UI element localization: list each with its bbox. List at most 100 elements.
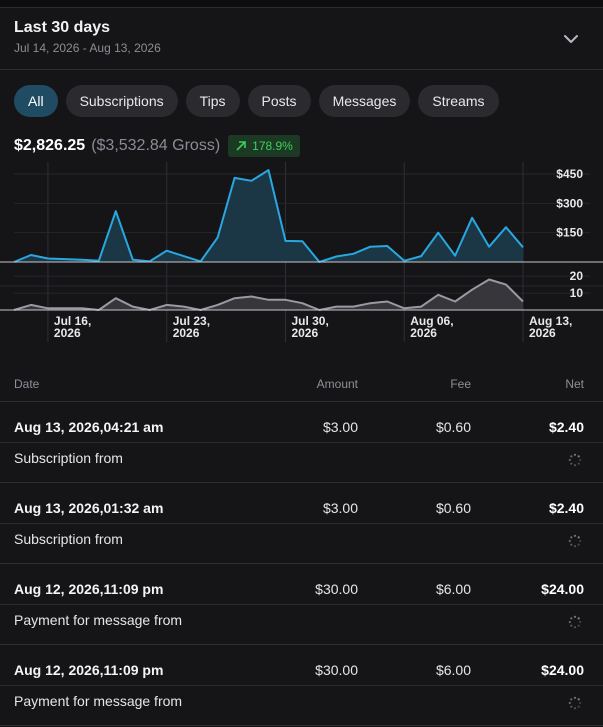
transaction-amount: $3.00 <box>322 500 358 516</box>
spinner-dot <box>577 455 580 458</box>
transaction-fee: $6.00 <box>435 662 471 678</box>
spinner-dot <box>577 624 580 627</box>
spinner-dot <box>568 539 571 543</box>
spinner-dot <box>579 620 582 624</box>
gross-total: ($3,532.84 Gross) <box>91 137 221 154</box>
tab-tips[interactable]: Tips <box>185 85 240 117</box>
column-header-net: Net <box>565 377 584 391</box>
spinner-dot <box>568 620 571 624</box>
column-header-fee: Fee <box>450 377 471 391</box>
spinner-dot <box>570 617 573 620</box>
spinner-dot <box>577 462 580 465</box>
spinner-dot <box>579 539 582 543</box>
transaction-net: $24.00 <box>541 662 584 678</box>
transaction-description: Payment for message from <box>14 612 183 628</box>
x-tick-label: Jul 16, <box>54 314 91 328</box>
spinner-dot <box>579 701 582 705</box>
spinner-dot <box>577 698 580 701</box>
transaction-net: $2.40 <box>548 419 584 435</box>
transaction-summary: Aug 12, 2026,11:09 pm $30.00 $6.00 $24.0… <box>0 646 603 686</box>
y-tick-label: 10 <box>570 286 584 300</box>
spinner-dot <box>573 707 577 710</box>
transaction-date: Aug 12, 2026,11:09 pm <box>14 662 164 678</box>
spinner-dot <box>570 455 573 458</box>
transaction-row[interactable]: Aug 12, 2026,11:09 pm $30.00 $6.00 $24.0… <box>0 565 603 645</box>
y-tick-label: $300 <box>556 196 583 210</box>
spinner-dot <box>573 545 577 548</box>
x-tick-label: Jul 30, <box>291 314 328 328</box>
spinner-dot <box>573 534 577 537</box>
x-tick-label: Aug 13, <box>529 314 572 328</box>
y-tick-label: $450 <box>556 167 583 181</box>
loading-spinner-icon <box>568 696 582 710</box>
transaction-summary: Aug 13, 2026,04:21 am $3.00 $0.60 $2.40 <box>0 403 603 443</box>
transaction-row[interactable]: Aug 12, 2026,11:09 pm $30.00 $6.00 $24.0… <box>0 646 603 726</box>
x-tick-label: 2026 <box>291 326 318 340</box>
transaction-row[interactable]: Aug 13, 2026,01:32 am $3.00 $0.60 $2.40 … <box>0 484 603 564</box>
y-tick-label: $150 <box>556 226 583 240</box>
loading-spinner-icon <box>568 615 582 629</box>
transaction-description: Subscription from <box>14 531 123 547</box>
spinner-dot <box>573 615 577 618</box>
column-header-date: Date <box>14 377 40 391</box>
transaction-amount: $30.00 <box>315 581 358 597</box>
transaction-date: Aug 12, 2026,11:09 pm <box>14 581 164 597</box>
transaction-amount: $30.00 <box>315 662 358 678</box>
spinner-dot <box>573 453 577 456</box>
spinner-dot <box>570 536 573 539</box>
x-tick-label: Jul 23, <box>173 314 210 328</box>
spinner-dot <box>573 464 577 467</box>
spinner-dot <box>577 705 580 708</box>
transactions-header: Date Amount Fee Net <box>0 365 603 402</box>
spinner-dot <box>568 701 571 705</box>
loading-spinner-icon <box>568 453 582 467</box>
spinner-dot <box>577 536 580 539</box>
period-selector[interactable]: Last 30 days Jul 14, 2026 - Aug 13, 2026 <box>0 9 603 70</box>
transaction-fee: $6.00 <box>435 581 471 597</box>
transaction-net: $24.00 <box>541 581 584 597</box>
change-badge: 178.9% <box>228 135 300 157</box>
spinner-dot <box>573 626 577 629</box>
x-tick-label: 2026 <box>54 326 81 340</box>
category-tabs: All Subscriptions Tips Posts Messages St… <box>14 85 499 117</box>
transaction-row[interactable]: Aug 13, 2026,04:21 am $3.00 $0.60 $2.40 … <box>0 403 603 483</box>
spinner-dot <box>570 698 573 701</box>
spinner-dot <box>568 458 571 462</box>
earnings-summary: $2,826.25 ($3,532.84 Gross) 178.9% <box>14 135 300 157</box>
count-area <box>14 279 523 310</box>
spinner-dot <box>570 624 573 627</box>
spinner-dot <box>577 543 580 546</box>
tab-messages[interactable]: Messages <box>318 85 411 117</box>
spinner-dot <box>579 458 582 462</box>
tab-posts[interactable]: Posts <box>247 85 311 117</box>
x-tick-label: 2026 <box>410 326 437 340</box>
x-tick-label: Aug 06, <box>410 314 453 328</box>
tab-streams[interactable]: Streams <box>418 85 499 117</box>
tab-all[interactable]: All <box>14 85 58 117</box>
transaction-net: $2.40 <box>548 500 584 516</box>
spinner-dot <box>577 617 580 620</box>
spinner-dot <box>573 696 577 699</box>
x-tick-label: 2026 <box>173 326 200 340</box>
trend-up-arrow-icon <box>236 141 246 151</box>
transaction-summary: Aug 12, 2026,11:09 pm $30.00 $6.00 $24.0… <box>0 565 603 605</box>
y-tick-label: 20 <box>570 269 584 283</box>
chevron-down-icon[interactable] <box>561 29 581 49</box>
spinner-dot <box>570 543 573 546</box>
transaction-fee: $0.60 <box>435 500 471 516</box>
net-total: $2,826.25 <box>14 137 86 154</box>
transaction-date: Aug 13, 2026,01:32 am <box>14 500 164 516</box>
earnings-line <box>13 169 524 263</box>
top-bar <box>0 0 603 8</box>
transaction-date: Aug 13, 2026,04:21 am <box>14 419 164 435</box>
transaction-fee: $0.60 <box>435 419 471 435</box>
transaction-summary: Aug 13, 2026,01:32 am $3.00 $0.60 $2.40 <box>0 484 603 524</box>
loading-spinner-icon <box>568 534 582 548</box>
tab-subscriptions[interactable]: Subscriptions <box>65 85 178 117</box>
period-date-range: Jul 14, 2026 - Aug 13, 2026 <box>14 41 161 55</box>
earnings-area <box>14 170 523 262</box>
spinner-dot <box>570 462 573 465</box>
transaction-amount: $3.00 <box>322 419 358 435</box>
x-tick-label: 2026 <box>529 326 556 340</box>
